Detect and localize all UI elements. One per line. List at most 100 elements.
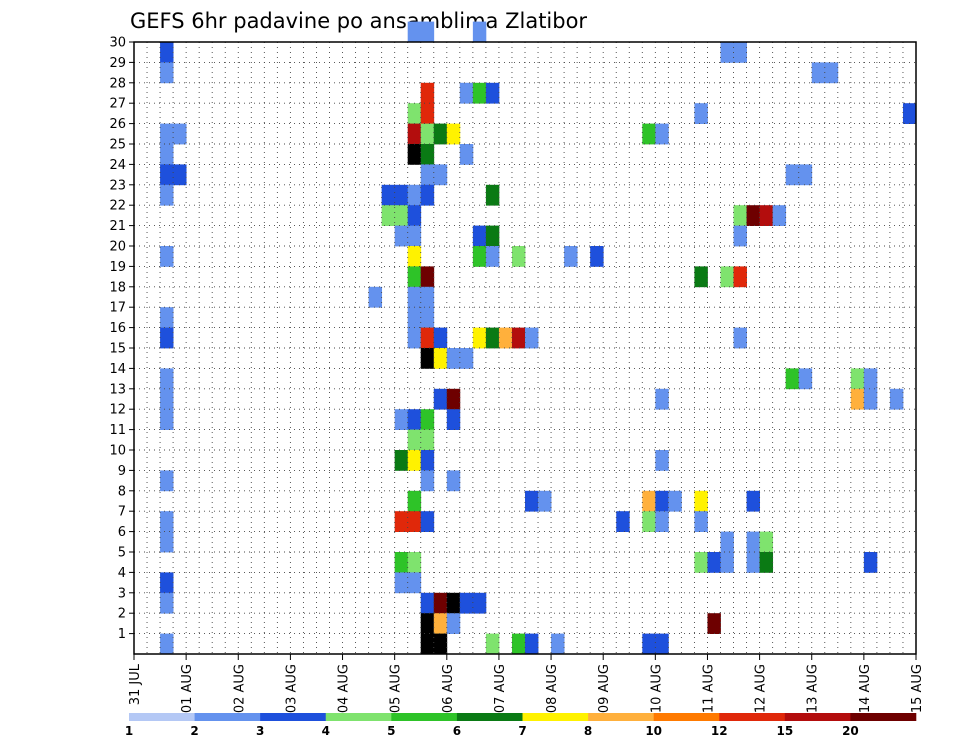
y-tick-label: 26 <box>109 117 126 132</box>
colorbar-swatch <box>260 713 327 721</box>
y-tick-label: 24 <box>109 158 126 173</box>
heatmap-cell <box>446 409 461 430</box>
heatmap-cell <box>707 613 721 634</box>
colorbar-label: 15 <box>776 724 793 738</box>
y-tick-label: 8 <box>118 484 126 499</box>
heatmap-cell <box>407 429 422 451</box>
heatmap-cell <box>407 307 422 328</box>
heatmap-cell <box>824 62 839 84</box>
heatmap-cell <box>850 368 865 390</box>
y-tick-label: 25 <box>109 138 126 153</box>
heatmap-cell <box>459 348 474 369</box>
x-tick-label: 13 AUG <box>806 664 821 713</box>
heatmap-cell <box>160 470 174 492</box>
colorbar-swatch <box>194 713 261 721</box>
heatmap-cell <box>420 164 435 186</box>
heatmap-cell <box>655 490 669 512</box>
heatmap-cell <box>798 164 813 186</box>
heatmap-cell <box>525 490 539 512</box>
heatmap-cell <box>420 613 435 634</box>
heatmap-cell <box>420 266 435 288</box>
heatmap-cell <box>485 633 500 655</box>
heatmap-cell <box>394 409 409 430</box>
heatmap-cell <box>433 164 448 186</box>
heatmap-cell <box>420 633 435 655</box>
colorbar-label: 2 <box>190 724 198 738</box>
colorbar-label: 8 <box>584 724 592 738</box>
heatmap-cell <box>694 103 708 124</box>
y-tick-label: 18 <box>109 280 126 295</box>
heatmap-cell <box>733 205 747 226</box>
heatmap-cell <box>394 450 409 471</box>
heatmap-cell <box>368 286 383 308</box>
y-tick-label: 22 <box>109 199 126 214</box>
heatmap-cell <box>173 164 187 186</box>
heatmap-cell <box>902 103 917 124</box>
y-tick-label: 2 <box>118 607 126 622</box>
heatmap-cell <box>420 184 435 206</box>
heatmap-cell <box>394 511 409 532</box>
heatmap-cell <box>160 388 174 410</box>
heatmap-cell <box>160 531 174 553</box>
heatmap-cell <box>472 592 487 614</box>
y-tick-label: 14 <box>109 362 126 377</box>
heatmap-cell <box>173 123 187 145</box>
heatmap-cell <box>407 246 422 267</box>
y-tick-label: 15 <box>109 342 126 357</box>
y-tick-label: 4 <box>118 566 126 581</box>
heatmap-cell <box>407 103 422 124</box>
y-tick-label: 20 <box>109 240 126 255</box>
y-tick-label: 6 <box>118 525 126 540</box>
heatmap-cell <box>160 307 174 328</box>
heatmap-cell <box>551 633 565 655</box>
x-tick-label: 09 AUG <box>597 664 612 713</box>
heatmap-cell <box>889 388 904 410</box>
x-tick-label: 02 AUG <box>232 664 247 713</box>
heatmap-cell <box>407 144 422 165</box>
colorbar-swatch <box>456 713 523 721</box>
y-tick-label: 13 <box>109 382 126 397</box>
heatmap-cell <box>811 62 826 84</box>
heatmap-cell <box>160 572 174 594</box>
y-tick-label: 11 <box>109 423 126 438</box>
heatmap-cell <box>433 327 448 349</box>
colorbar-label: 3 <box>256 724 264 738</box>
heatmap-cell <box>407 572 422 594</box>
heatmap-cell <box>407 552 422 573</box>
heatmap-cell <box>160 327 174 349</box>
heatmap-cell <box>420 450 435 471</box>
heatmap-cell <box>420 144 435 165</box>
y-axis: 1234567891011121314151617181920212223242… <box>109 36 134 642</box>
x-tick-label: 14 AUG <box>858 664 873 713</box>
heatmap-cell <box>381 205 396 226</box>
colorbar-swatch <box>129 713 195 721</box>
colorbar-swatch <box>784 713 851 721</box>
heatmap-cell <box>407 266 422 288</box>
y-tick-label: 9 <box>118 464 126 479</box>
y-tick-label: 30 <box>109 36 126 51</box>
heatmap-cell <box>720 531 734 553</box>
colorbar-label: 5 <box>387 724 395 738</box>
heatmap-cell <box>707 552 721 573</box>
heatmap-cell <box>160 368 174 390</box>
heatmap-cell <box>420 327 435 349</box>
y-tick-label: 29 <box>109 56 126 71</box>
heatmap-cell <box>381 184 396 206</box>
x-tick-label: 15 AUG <box>910 664 925 713</box>
heatmap-cell <box>863 388 878 410</box>
heatmap-cell <box>407 184 422 206</box>
heatmap-cell <box>446 592 461 614</box>
colorbar-swatch <box>588 713 654 721</box>
heatmap-cell <box>511 246 526 267</box>
heatmap-cell <box>525 327 539 349</box>
colorbar-label: 20 <box>842 724 859 738</box>
heatmap-cell <box>746 490 760 512</box>
colorbar-label: 7 <box>518 724 526 738</box>
x-tick-label: 01 AUG <box>180 664 195 713</box>
heatmap-cell <box>160 62 174 84</box>
heatmap-cell <box>394 184 409 206</box>
chart-title: GEFS 6hr padavine po ansamblima Zlatibor <box>130 9 587 33</box>
heatmap-cell <box>160 246 174 267</box>
heatmap-cell <box>720 552 734 573</box>
